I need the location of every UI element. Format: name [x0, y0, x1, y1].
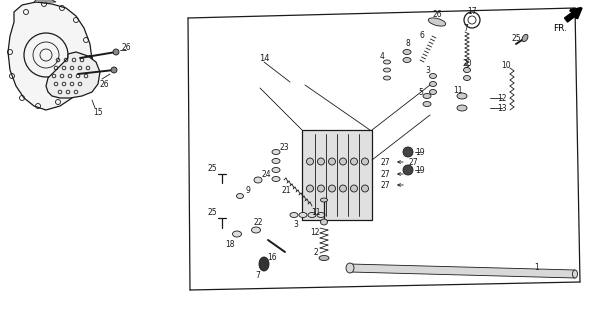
Ellipse shape	[428, 18, 446, 26]
Polygon shape	[46, 52, 100, 98]
Ellipse shape	[429, 90, 437, 94]
Text: 8: 8	[406, 38, 411, 47]
Text: 3: 3	[293, 220, 298, 228]
Polygon shape	[8, 2, 92, 110]
Circle shape	[403, 147, 413, 157]
Text: 4: 4	[379, 52, 384, 60]
Ellipse shape	[423, 101, 431, 107]
Text: 19: 19	[415, 148, 425, 156]
Ellipse shape	[272, 167, 280, 172]
Ellipse shape	[464, 76, 470, 81]
Polygon shape	[350, 264, 575, 278]
Text: 1: 1	[534, 263, 539, 273]
Ellipse shape	[384, 68, 390, 72]
Text: FR.: FR.	[553, 23, 567, 33]
Text: 27: 27	[380, 180, 390, 189]
Text: 10: 10	[501, 60, 511, 69]
Text: 13: 13	[497, 103, 507, 113]
Ellipse shape	[319, 255, 329, 260]
Ellipse shape	[457, 93, 467, 99]
Text: 27: 27	[408, 157, 418, 166]
Ellipse shape	[423, 93, 431, 99]
Text: 25: 25	[207, 164, 217, 172]
Ellipse shape	[457, 105, 467, 111]
Ellipse shape	[403, 50, 411, 54]
Ellipse shape	[429, 82, 437, 86]
Text: 12: 12	[497, 93, 507, 102]
Ellipse shape	[403, 58, 411, 62]
Text: 25: 25	[207, 207, 217, 217]
Ellipse shape	[384, 60, 390, 64]
Ellipse shape	[299, 212, 307, 218]
Text: 17: 17	[467, 6, 477, 15]
Polygon shape	[302, 130, 372, 220]
Text: 18: 18	[225, 239, 235, 249]
Text: 27: 27	[380, 170, 390, 179]
Text: 21: 21	[281, 186, 291, 195]
Ellipse shape	[429, 74, 437, 78]
Text: 15: 15	[93, 108, 103, 116]
Circle shape	[351, 185, 357, 192]
Ellipse shape	[251, 227, 260, 233]
Text: 7: 7	[464, 23, 468, 33]
Ellipse shape	[384, 76, 390, 80]
Text: 2: 2	[314, 247, 318, 257]
Circle shape	[340, 158, 346, 165]
Text: 27: 27	[380, 157, 390, 166]
Text: 26: 26	[432, 10, 442, 19]
Circle shape	[317, 185, 325, 192]
Circle shape	[329, 158, 336, 165]
Text: 14: 14	[259, 53, 269, 62]
Circle shape	[362, 158, 368, 165]
Ellipse shape	[272, 158, 280, 164]
Circle shape	[403, 165, 413, 175]
Text: 11: 11	[311, 207, 321, 217]
Text: 23: 23	[279, 142, 289, 151]
Text: 26: 26	[99, 79, 109, 89]
Ellipse shape	[573, 270, 578, 278]
Text: 5: 5	[418, 87, 423, 97]
Circle shape	[329, 185, 336, 192]
Ellipse shape	[232, 231, 242, 237]
Text: 11: 11	[453, 85, 463, 94]
Text: 25: 25	[511, 34, 521, 43]
Ellipse shape	[259, 257, 269, 271]
Circle shape	[306, 158, 314, 165]
Ellipse shape	[464, 68, 470, 73]
Text: 26: 26	[121, 43, 131, 52]
Ellipse shape	[272, 149, 280, 155]
Circle shape	[340, 185, 346, 192]
Text: 7: 7	[256, 270, 260, 279]
Circle shape	[362, 185, 368, 192]
Ellipse shape	[272, 177, 280, 181]
Ellipse shape	[290, 212, 298, 218]
Ellipse shape	[237, 194, 243, 198]
Ellipse shape	[522, 34, 528, 42]
Text: 20: 20	[462, 59, 472, 68]
Ellipse shape	[320, 219, 328, 225]
Text: 24: 24	[261, 170, 271, 179]
Text: 19: 19	[415, 165, 425, 174]
Ellipse shape	[317, 212, 325, 218]
Circle shape	[111, 67, 117, 73]
Circle shape	[351, 158, 357, 165]
Text: 6: 6	[420, 30, 425, 39]
Circle shape	[317, 158, 325, 165]
Ellipse shape	[346, 263, 354, 273]
Text: 3: 3	[426, 66, 431, 75]
Ellipse shape	[320, 198, 328, 202]
Text: 12: 12	[310, 228, 320, 236]
Ellipse shape	[254, 177, 262, 183]
Text: 16: 16	[267, 253, 277, 262]
Text: 22: 22	[253, 218, 263, 227]
FancyArrow shape	[564, 8, 582, 22]
Ellipse shape	[308, 212, 316, 218]
Text: 9: 9	[246, 186, 251, 195]
Circle shape	[113, 49, 119, 55]
Polygon shape	[34, 0, 56, 2]
Circle shape	[306, 185, 314, 192]
